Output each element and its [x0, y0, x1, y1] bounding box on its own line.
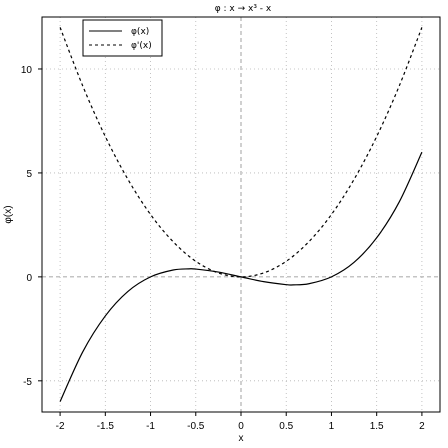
series-group — [59, 27, 423, 402]
y-tick-label: 5 — [26, 169, 32, 180]
y-tick-label: 0 — [26, 273, 32, 284]
legend-label-phi-prime: φ'(x) — [131, 41, 152, 51]
x-axis-ticks: -2 -1.5 -1 -0.5 0 0.5 1 1.5 2 — [56, 412, 425, 432]
chart-title: φ : x → x³ - x — [215, 4, 272, 14]
zero-lines — [42, 17, 440, 412]
x-tick-label: -1 — [146, 421, 155, 432]
x-tick-label: 2 — [419, 421, 425, 432]
legend-box — [82, 19, 163, 57]
legend: φ(x) φ'(x) — [82, 19, 163, 57]
series-phi-line — [59, 151, 423, 402]
series-phi-prime-line — [59, 27, 423, 278]
y-axis-ticks: -5 0 5 10 — [21, 65, 42, 388]
x-tick-label: 1 — [329, 421, 335, 432]
legend-label-phi: φ(x) — [131, 27, 149, 37]
x-tick-label: -1.5 — [97, 421, 115, 432]
y-tick-label: 10 — [21, 65, 33, 76]
x-tick-label: 1.5 — [370, 421, 384, 432]
y-tick-label: -5 — [23, 377, 32, 388]
x-tick-label: 0.5 — [279, 421, 293, 432]
x-tick-label: -0.5 — [187, 421, 205, 432]
y-axis-title: φ(x) — [3, 205, 14, 223]
x-tick-label: -2 — [56, 421, 65, 432]
x-axis-title: x — [239, 433, 244, 444]
x-tick-label: 0 — [238, 421, 244, 432]
